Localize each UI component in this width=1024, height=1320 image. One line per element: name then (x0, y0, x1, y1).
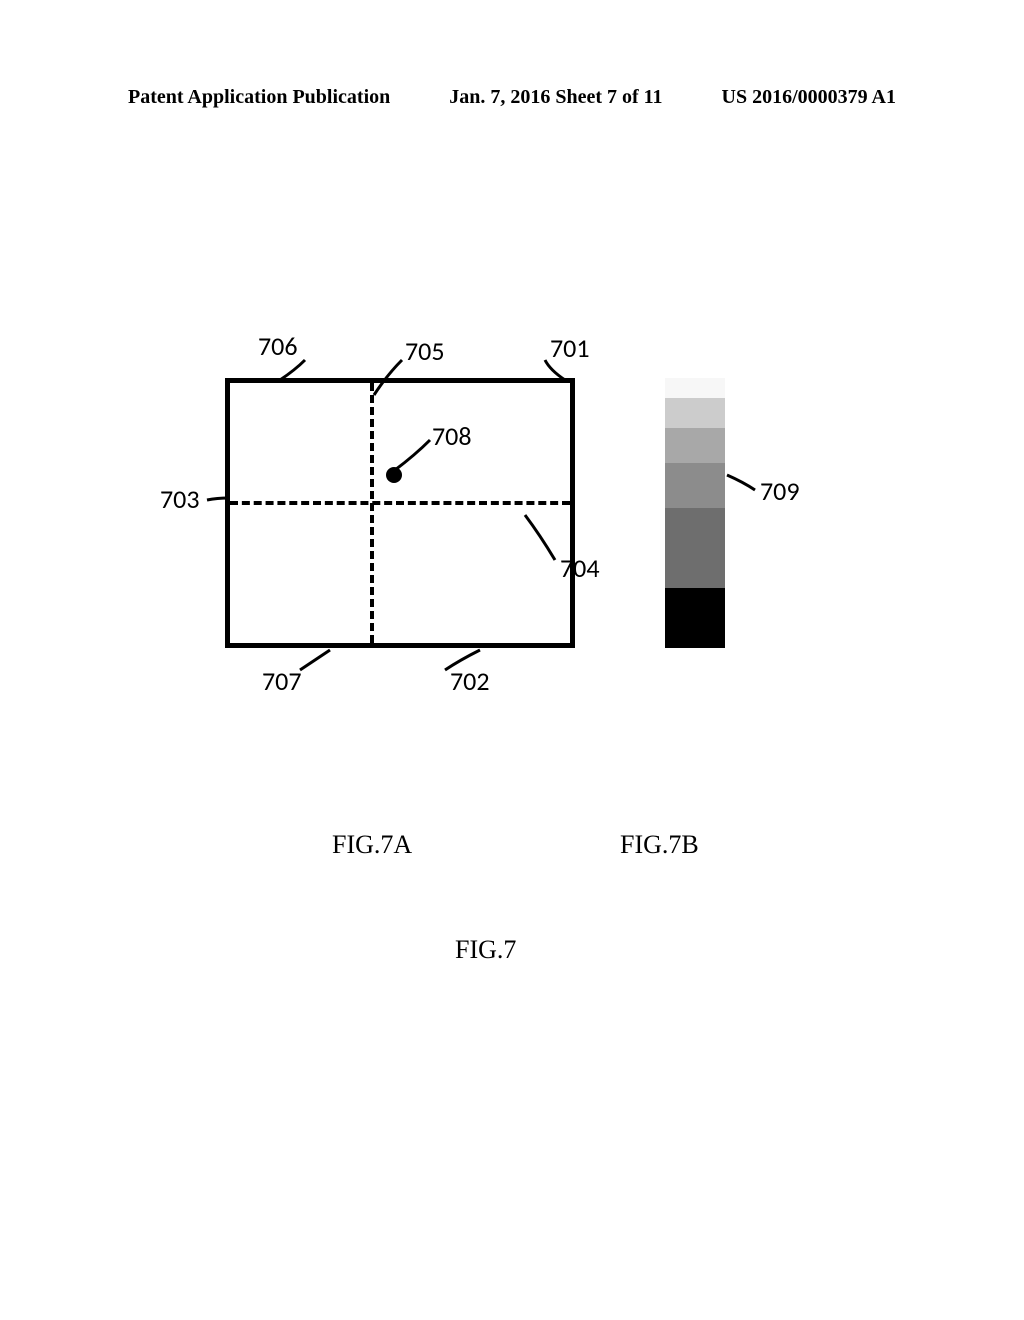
caption-fig7a: FIG.7A (332, 830, 412, 860)
label-704: 704 (560, 552, 600, 584)
label-709: 709 (760, 475, 800, 507)
label-708: 708 (432, 420, 472, 452)
label-701: 701 (550, 332, 590, 364)
leader-lines (0, 0, 1024, 1320)
label-702: 702 (450, 665, 490, 697)
caption-fig7: FIG.7 (455, 935, 516, 965)
label-705: 705 (405, 335, 445, 367)
label-707: 707 (262, 665, 302, 697)
figure-area: 706 705 701 708 703 704 707 702 709 FIG.… (0, 0, 1024, 1320)
caption-fig7b: FIG.7B (620, 830, 699, 860)
label-703: 703 (160, 483, 200, 515)
label-706: 706 (258, 330, 298, 362)
